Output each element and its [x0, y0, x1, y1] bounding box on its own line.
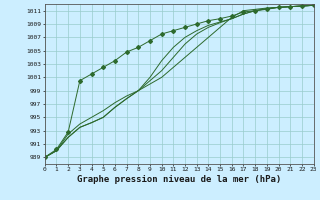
X-axis label: Graphe pression niveau de la mer (hPa): Graphe pression niveau de la mer (hPa): [77, 175, 281, 184]
